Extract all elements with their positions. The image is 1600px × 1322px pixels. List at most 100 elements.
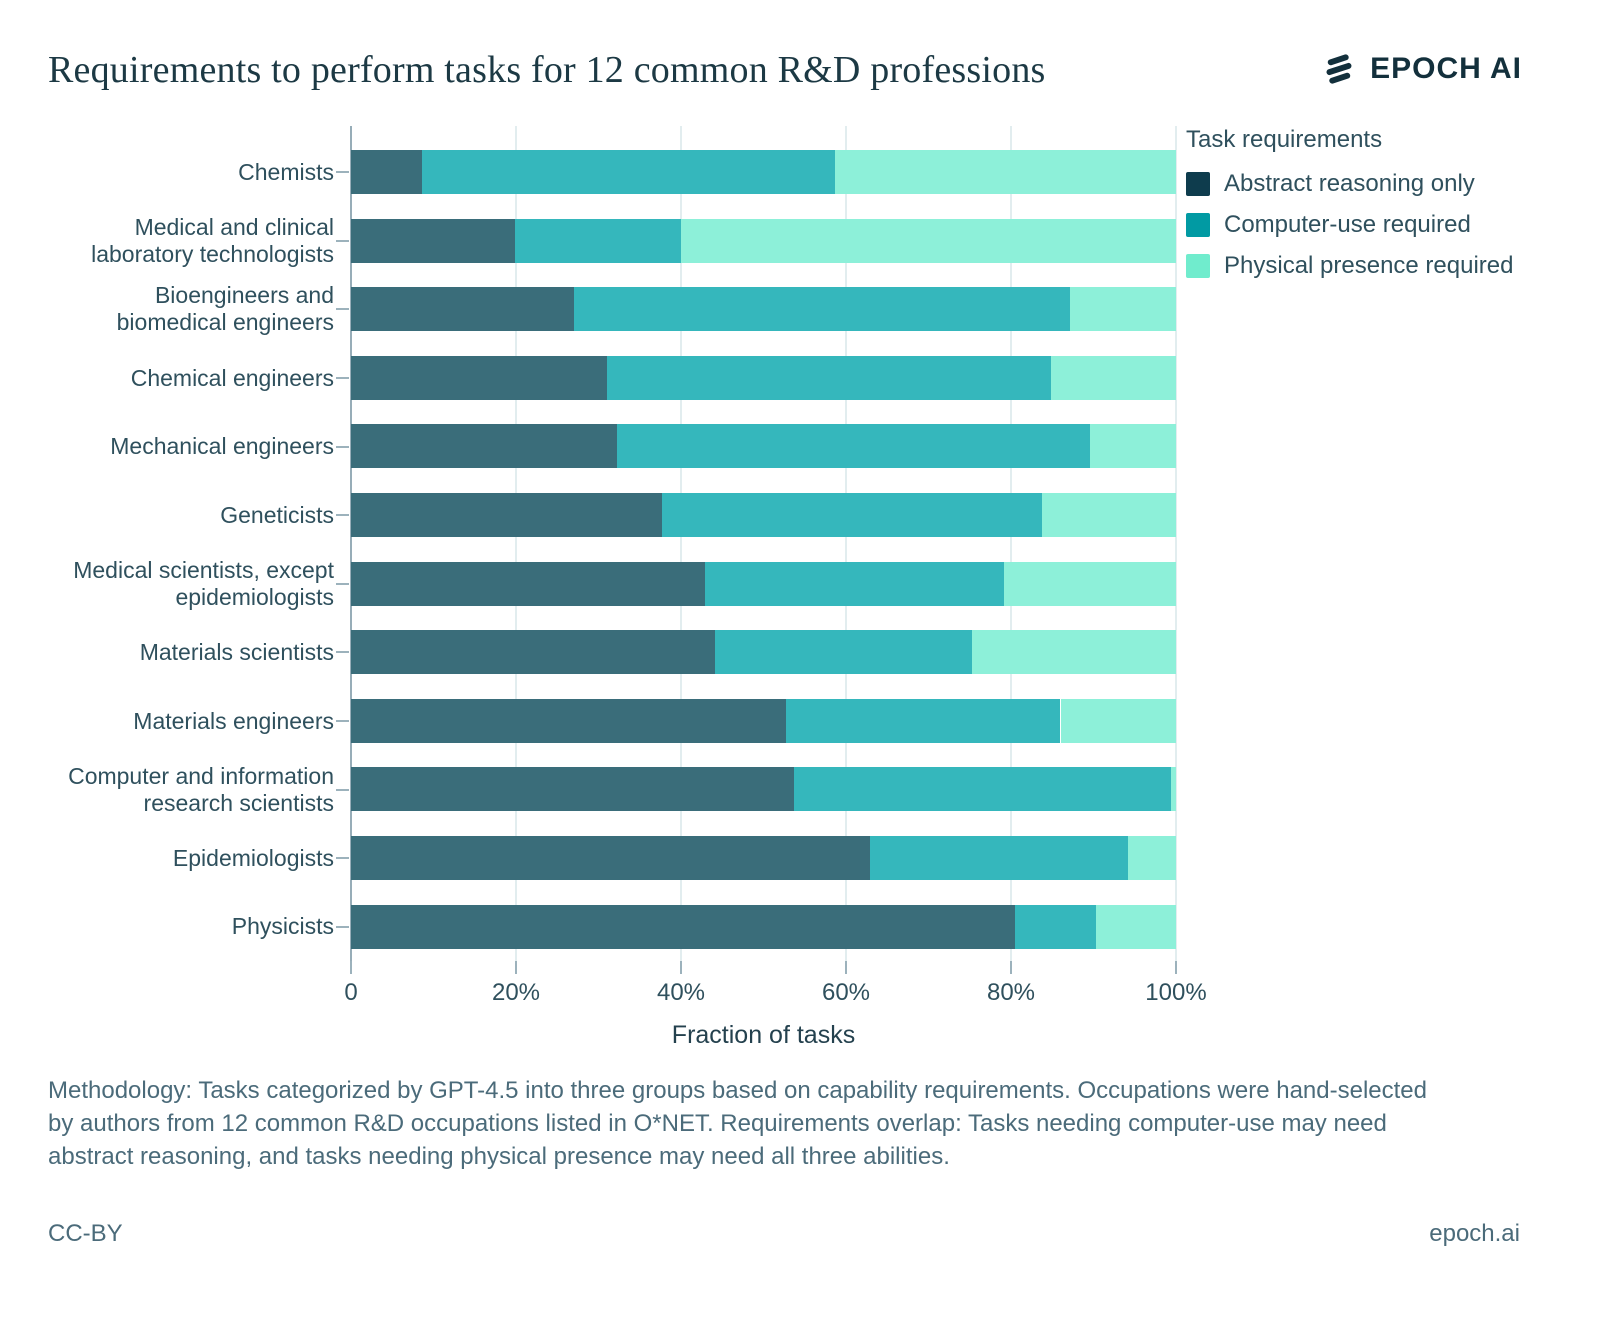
bar-row: Medical and clinical laboratory technolo… xyxy=(48,207,1176,276)
x-tick xyxy=(1175,961,1177,974)
y-axis-label: Chemical engineers xyxy=(130,364,334,391)
bar-segment-abstract-reasoning xyxy=(351,835,870,880)
gridline-80 xyxy=(1010,126,1012,961)
methodology-note: Methodology: Tasks categorized by GPT-4.… xyxy=(48,1077,1428,1170)
y-axis-label: Bioengineers and biomedical engineers xyxy=(116,282,334,336)
bar-segment-physical-presence xyxy=(835,150,1176,194)
bar-segment-abstract-reasoning xyxy=(351,698,786,743)
bar-track xyxy=(351,893,1176,962)
y-tick xyxy=(336,445,349,448)
bar-row: Bioengineers and biomedical engineers xyxy=(48,275,1176,344)
bar-segment-abstract-reasoning xyxy=(351,218,516,263)
bar-segment-computer-use xyxy=(704,561,1004,606)
bar-row: Physicists xyxy=(48,893,1176,962)
y-tick xyxy=(336,514,349,517)
y-tick xyxy=(336,788,349,791)
y-axis-line xyxy=(350,126,352,961)
y-axis-label: Materials engineers xyxy=(133,707,334,734)
bar-segment-physical-presence xyxy=(1128,835,1176,880)
bar-segment-abstract-reasoning xyxy=(351,287,574,332)
chart-title: Requirements to perform tasks for 12 com… xyxy=(48,49,1046,91)
bar-segment-computer-use xyxy=(785,698,1061,743)
bar-segment-physical-presence xyxy=(681,218,1176,263)
bar-segment-computer-use xyxy=(794,767,1172,812)
bar-segment-physical-presence xyxy=(972,630,1176,675)
bar-row: Geneticists xyxy=(48,481,1176,550)
y-tick xyxy=(336,171,349,174)
bar-track xyxy=(351,824,1176,893)
bar-segment-physical-presence xyxy=(1069,287,1176,332)
bar-segment-abstract-reasoning xyxy=(351,150,422,194)
x-tick-label: 40% xyxy=(656,979,706,1006)
bar-segment-computer-use xyxy=(421,150,836,194)
x-axis: Fraction of tasks 0 20% 40% 60% 80% 100% xyxy=(344,961,1207,1071)
x-tick xyxy=(845,961,847,974)
bar-segment-abstract-reasoning xyxy=(351,767,795,812)
y-axis-label: Medical scientists, except epidemiologis… xyxy=(73,556,334,610)
epoch-url-label: epoch.ai xyxy=(1429,1220,1520,1247)
x-tick xyxy=(350,961,352,974)
legend-item-computer-use: Computer-use required xyxy=(1186,211,1514,239)
y-axis-label: Medical and clinical laboratory technolo… xyxy=(91,213,334,267)
y-tick-zone xyxy=(334,481,351,550)
bar-track xyxy=(351,138,1176,207)
bar-row: Medical scientists, except epidemiologis… xyxy=(48,550,1176,619)
legend-swatch-abstract-reasoning xyxy=(1186,172,1210,196)
bar-row: Materials scientists xyxy=(48,618,1176,687)
bar-segment-abstract-reasoning xyxy=(351,904,1016,949)
bar-row: Chemists xyxy=(48,138,1176,207)
bar-segment-physical-presence xyxy=(1042,492,1176,537)
bar-track xyxy=(351,207,1176,276)
bar-segment-physical-presence xyxy=(1060,698,1176,743)
bar-segment-abstract-reasoning xyxy=(351,630,715,675)
x-tick-label: 20% xyxy=(491,979,541,1006)
y-tick-zone xyxy=(334,893,351,962)
x-tick-label: 80% xyxy=(986,979,1036,1006)
x-tick xyxy=(515,961,517,974)
bar-track xyxy=(351,344,1176,413)
bar-segment-abstract-reasoning xyxy=(351,492,663,537)
legend-label: Physical presence required xyxy=(1224,252,1514,279)
bar-track xyxy=(351,755,1176,824)
y-tick xyxy=(336,857,349,860)
legend-title: Task requirements xyxy=(1186,126,1383,153)
plot-area xyxy=(350,126,1177,961)
bar-segment-computer-use xyxy=(714,630,973,675)
y-tick xyxy=(336,651,349,654)
bar-track xyxy=(351,687,1176,756)
bar-row: Computer and information research scient… xyxy=(48,755,1176,824)
legend-label: Computer-use required xyxy=(1224,211,1471,238)
bar-track xyxy=(351,550,1176,619)
bar-segment-computer-use xyxy=(1015,904,1096,949)
gridline-20 xyxy=(515,126,517,961)
y-tick-zone xyxy=(334,138,351,207)
bar-segment-computer-use xyxy=(573,287,1070,332)
y-tick-zone xyxy=(334,207,351,276)
x-tick xyxy=(680,961,682,974)
license-label: CC-BY xyxy=(48,1220,123,1247)
y-tick-zone xyxy=(334,550,351,619)
y-tick-zone xyxy=(334,412,351,481)
bar-segment-physical-presence xyxy=(1095,904,1176,949)
bar-segment-abstract-reasoning xyxy=(351,355,607,400)
y-tick xyxy=(336,377,349,380)
bar-segment-computer-use xyxy=(515,218,681,263)
y-tick xyxy=(336,239,349,242)
y-axis-label: Mechanical engineers xyxy=(110,433,334,460)
y-tick xyxy=(336,308,349,311)
bar-segment-physical-presence xyxy=(1090,424,1176,469)
bar-track xyxy=(351,618,1176,687)
legend-item-physical-presence: Physical presence required xyxy=(1186,252,1514,280)
gridline-100 xyxy=(1175,126,1177,961)
bar-track xyxy=(351,275,1176,344)
bar-segment-abstract-reasoning xyxy=(351,424,618,469)
bar-segment-physical-presence xyxy=(1051,355,1176,400)
bar-segment-abstract-reasoning xyxy=(351,561,705,606)
legend-swatch-physical-presence xyxy=(1186,254,1210,278)
bar-row: Epidemiologists xyxy=(48,824,1176,893)
epoch-ai-logo: EPOCH AI xyxy=(1320,50,1522,88)
y-axis-label: Materials scientists xyxy=(139,638,334,665)
bar-track xyxy=(351,481,1176,550)
bar-segment-physical-presence xyxy=(1171,767,1176,812)
bar-track xyxy=(351,412,1176,481)
